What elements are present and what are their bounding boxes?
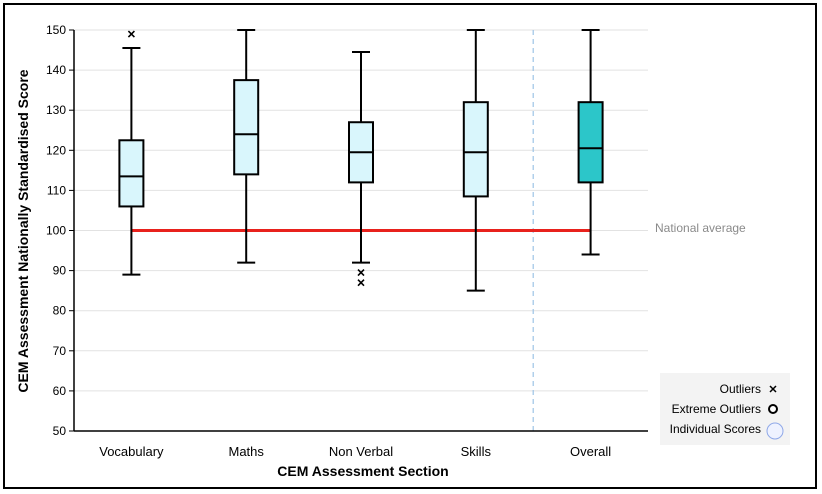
outlier-marker bbox=[127, 30, 135, 38]
outlier-stroke bbox=[357, 279, 365, 287]
y-tick-labels: 50 60 70 80 90 100 110 120 130 140 150 bbox=[46, 23, 74, 438]
box-skills bbox=[462, 29, 489, 292]
y-tick-label: 60 bbox=[53, 384, 67, 398]
y-tick-label: 80 bbox=[53, 304, 67, 318]
legend-marker-stroke bbox=[769, 385, 777, 393]
x-category-label: Vocabulary bbox=[99, 444, 164, 459]
box-iqr bbox=[118, 139, 145, 208]
legend-label: Extreme Outliers bbox=[672, 402, 761, 416]
legend-label: Outliers bbox=[720, 382, 761, 396]
y-tick-label: 90 bbox=[53, 264, 67, 278]
box-plot-chart: 50 60 70 80 90 100 110 120 130 140 150 Vocabulary M… bbox=[15, 23, 790, 479]
x-category-labels: Vocabulary Maths Non Verbal Skills Overall bbox=[99, 444, 611, 459]
y-tick-label: 140 bbox=[46, 63, 66, 77]
x-category-label: Overall bbox=[570, 444, 611, 459]
outlier-marker bbox=[357, 269, 365, 277]
box-iqr bbox=[577, 101, 604, 184]
outlier-stroke bbox=[357, 269, 365, 277]
national-average-label: National average bbox=[655, 221, 746, 235]
x-axis-title: CEM Assessment Section bbox=[277, 463, 448, 479]
outlier-stroke bbox=[127, 30, 135, 38]
legend: Outliers Extreme Outliers Individual Score… bbox=[660, 373, 790, 445]
boxes bbox=[118, 29, 604, 292]
y-tick-label: 120 bbox=[46, 143, 66, 157]
box-maths bbox=[233, 29, 260, 264]
y-tick-label: 70 bbox=[53, 344, 67, 358]
axes bbox=[73, 30, 648, 432]
legend-marker-individual-score bbox=[766, 422, 784, 440]
y-tick-label: 100 bbox=[46, 224, 66, 238]
outlier-marker bbox=[357, 279, 365, 287]
y-tick-label: 50 bbox=[53, 424, 67, 438]
box-vocabulary bbox=[118, 30, 145, 276]
box-iqr bbox=[462, 101, 489, 198]
y-axis-title: CEM Assessment Nationally Standardised S… bbox=[15, 69, 31, 392]
y-tick-label: 150 bbox=[46, 23, 66, 37]
box-iqr bbox=[233, 79, 260, 176]
y-tick-label: 130 bbox=[46, 103, 66, 117]
legend-marker-extreme-outlier bbox=[768, 404, 778, 414]
chart-frame: 50 60 70 80 90 100 110 120 130 140 150 Vocabulary M… bbox=[3, 3, 817, 489]
box-non-verbal bbox=[348, 51, 374, 287]
x-category-label: Non Verbal bbox=[329, 444, 393, 459]
box-overall bbox=[577, 29, 604, 256]
x-category-label: Skills bbox=[461, 444, 492, 459]
legend-marker-outlier bbox=[769, 385, 777, 393]
legend-label: Individual Scores bbox=[670, 422, 761, 436]
x-category-label: Maths bbox=[228, 444, 264, 459]
y-tick-label: 110 bbox=[47, 183, 66, 197]
